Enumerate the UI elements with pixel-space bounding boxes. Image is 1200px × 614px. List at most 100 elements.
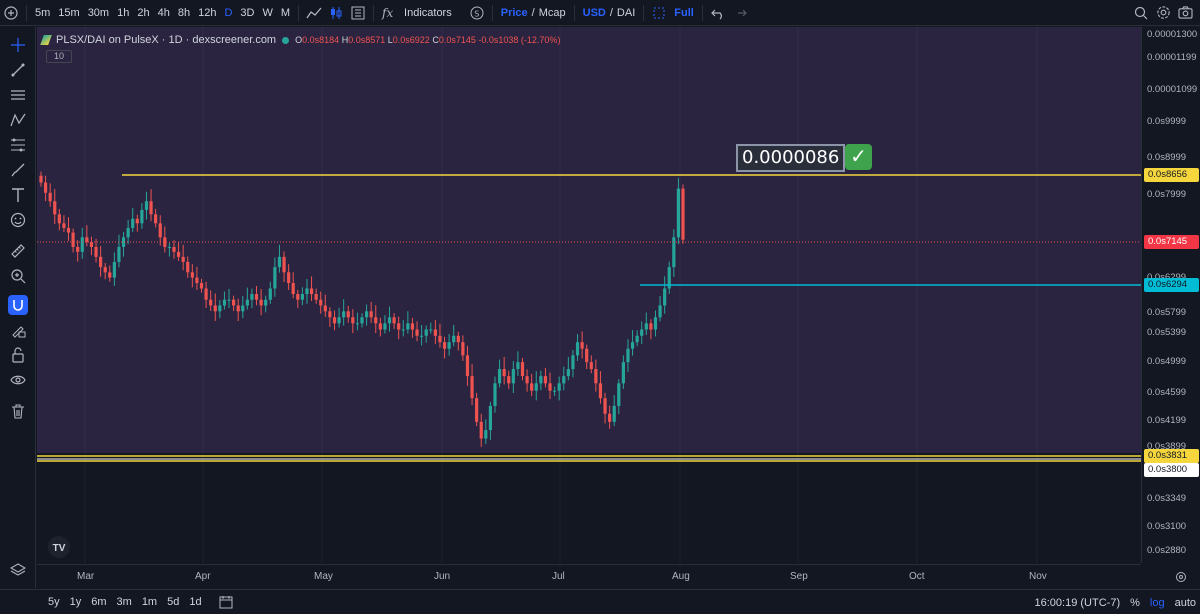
price-label: 0.0s6294 <box>1144 278 1199 292</box>
tradingview-logo: TV <box>48 536 70 558</box>
interval-1h[interactable]: 1h <box>117 6 130 19</box>
lock-icon[interactable] <box>0 342 36 367</box>
usd-toggle[interactable]: USD <box>582 6 606 19</box>
candle-body <box>89 242 94 247</box>
interval-3d[interactable]: 3D <box>240 6 255 19</box>
candle-body <box>571 355 575 370</box>
candle-body <box>401 329 405 331</box>
range-1y[interactable]: 1y <box>69 596 82 608</box>
undo-icon[interactable] <box>707 0 729 26</box>
interval-4h[interactable]: 4h <box>157 6 170 19</box>
lock-drawing-icon[interactable] <box>0 317 36 342</box>
range-1m[interactable]: 1m <box>141 596 158 608</box>
change-value: -0.0s1038 (-12.70%) <box>478 35 561 45</box>
horizontal-lines-tool-icon[interactable] <box>0 82 36 107</box>
auto-toggle[interactable]: auto <box>1174 596 1196 609</box>
candle-body <box>507 376 511 384</box>
interval-d[interactable]: D <box>224 6 233 19</box>
price-tick: 0.0s2880 <box>1147 545 1187 556</box>
candle-body <box>410 323 415 330</box>
object-tree-icon[interactable] <box>0 557 36 582</box>
interval-5m[interactable]: 5m <box>35 6 51 19</box>
magnet-icon[interactable] <box>0 292 36 317</box>
date-range-icon[interactable] <box>219 595 233 609</box>
range-1d[interactable]: 1d <box>189 596 202 608</box>
trash-icon[interactable] <box>0 398 36 423</box>
indicators-button[interactable]: Indicators <box>404 6 452 19</box>
interval-m[interactable]: M <box>280 6 291 19</box>
fib-tool-icon[interactable] <box>0 132 36 157</box>
divider <box>701 4 703 21</box>
candle-body <box>213 305 217 312</box>
interval-2h[interactable]: 2h <box>137 6 150 19</box>
ruler-tool-icon[interactable] <box>0 238 36 263</box>
crosshair-tool-icon[interactable] <box>0 32 36 57</box>
candle-body <box>176 251 181 257</box>
time-tick: Jun <box>434 571 451 582</box>
price-label: 0.0s8656 <box>1144 168 1199 182</box>
snapshot-icon[interactable] <box>1174 0 1196 26</box>
add-symbol-icon[interactable] <box>0 0 22 26</box>
pattern-tool-icon[interactable] <box>0 107 36 132</box>
trendline-tool-icon[interactable] <box>0 57 36 82</box>
candle-body <box>355 323 360 325</box>
candle-body <box>39 175 43 183</box>
grid <box>84 27 1038 563</box>
text-tool-icon[interactable] <box>0 182 36 207</box>
symbol-title[interactable]: PLSX/DAI on PulseX · 1D · dexscreener.co… <box>56 34 277 46</box>
candle-body <box>305 288 309 295</box>
candle-body <box>277 256 282 268</box>
interval-w[interactable]: W <box>262 6 273 19</box>
candle-body <box>66 227 71 233</box>
fullscreen-icon[interactable] <box>648 0 670 26</box>
price-scale[interactable]: 0.00001300 0.00001199 0.00001099 0.0s9999 0.… <box>1141 27 1200 563</box>
clock[interactable]: 16:00:19 (UTC-7) <box>1034 596 1121 609</box>
redo-icon[interactable] <box>729 0 751 26</box>
bars-icon[interactable] <box>347 0 369 26</box>
range-group: 5y 1y 6m 3m 1m 5d 1d <box>43 596 207 608</box>
range-5d[interactable]: 5d <box>167 596 180 608</box>
range-6m[interactable]: 6m <box>91 596 107 608</box>
range-3m[interactable]: 3m <box>116 596 132 608</box>
line-chart-icon[interactable] <box>303 0 325 26</box>
brush-tool-icon[interactable] <box>0 157 36 182</box>
price-tick: 0.0s5799 <box>1147 307 1187 318</box>
candle-body <box>241 305 245 312</box>
price-toggle[interactable]: Price <box>500 6 528 19</box>
mcap-toggle[interactable]: Mcap <box>538 6 566 19</box>
volume-toggle[interactable]: 10 <box>46 50 72 63</box>
candle-body <box>608 413 612 422</box>
percent-toggle[interactable]: % <box>1130 596 1140 609</box>
candle-body <box>667 267 671 289</box>
quick-search-icon[interactable] <box>1130 0 1152 26</box>
candle-body <box>199 283 204 289</box>
time-axis[interactable]: Mar Apr May Jun Jul Aug Sep Oct Nov <box>37 564 1186 588</box>
scale-settings-icon[interactable] <box>1175 571 1187 586</box>
interval-8h[interactable]: 8h <box>177 6 191 19</box>
dai-toggle[interactable]: DAI <box>616 6 636 19</box>
zoom-in-icon[interactable] <box>0 263 36 288</box>
price-chart[interactable]: TV <box>37 27 1141 563</box>
price-tick: 0.0s4599 <box>1147 387 1187 398</box>
interval-15m[interactable]: 15m <box>58 6 80 19</box>
log-toggle[interactable]: log <box>1149 596 1165 609</box>
price-tick: 0.0s3100 <box>1147 521 1187 532</box>
candle-body <box>57 214 61 224</box>
currency-icon[interactable]: S <box>466 0 488 26</box>
candle-body <box>236 305 240 312</box>
interval-12h[interactable]: 12h <box>198 6 217 19</box>
svg-text:TV: TV <box>53 543 66 554</box>
target-annotation[interactable]: 0.0000086 <box>736 144 846 172</box>
candle-body <box>484 430 488 439</box>
candle-body <box>209 299 213 306</box>
emoji-tool-icon[interactable] <box>0 207 36 232</box>
candles-icon[interactable] <box>325 0 347 26</box>
range-5y[interactable]: 5y <box>48 596 60 608</box>
candle-body <box>172 246 176 252</box>
settings-icon[interactable] <box>1152 0 1174 26</box>
interval-30m[interactable]: 30m <box>87 6 110 19</box>
full-button[interactable]: Full <box>674 6 694 19</box>
eye-icon[interactable] <box>0 367 36 392</box>
candle-body <box>465 355 470 377</box>
indicators-icon[interactable]: fx <box>378 0 400 26</box>
